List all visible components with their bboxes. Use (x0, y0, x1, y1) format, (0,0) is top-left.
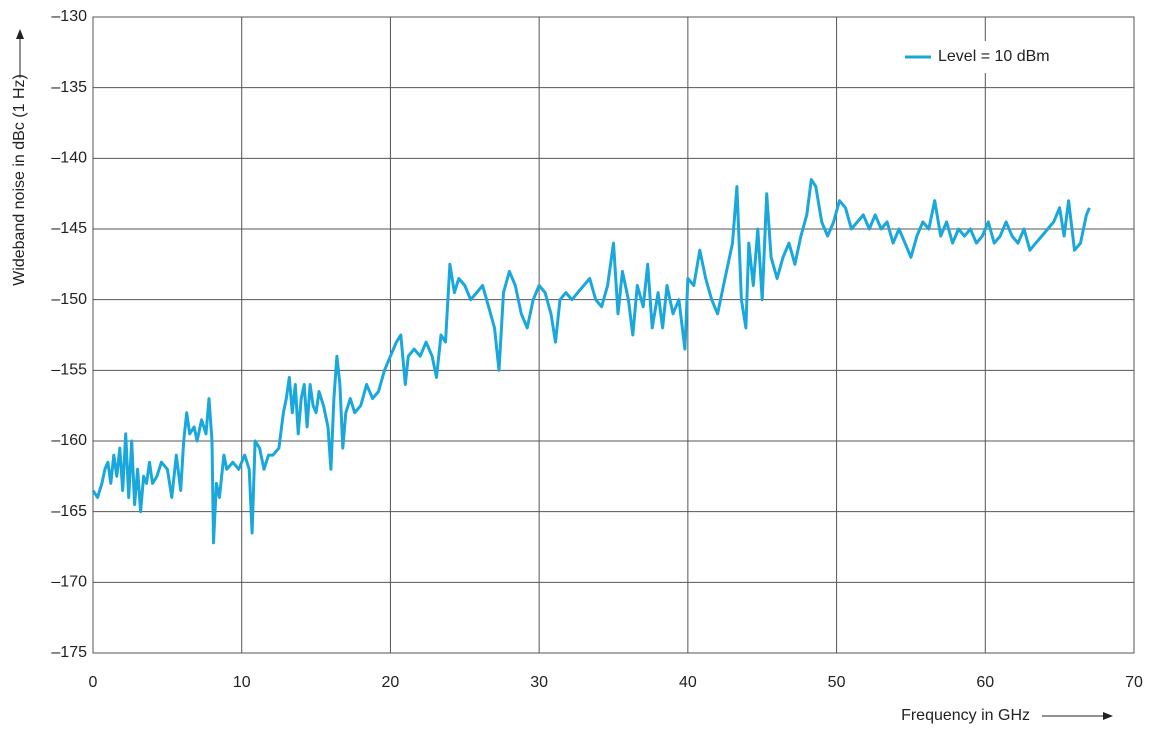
y-tick-label: –135 (51, 79, 87, 96)
plot-frame (92, 16, 1135, 654)
x-tick-label: 40 (679, 674, 697, 691)
x-tick-label: 10 (233, 674, 251, 691)
x-tick-label: 60 (976, 674, 994, 691)
x-tick-label: 50 (828, 674, 846, 691)
y-tick-label: –130 (51, 8, 87, 25)
y-tick-label: –155 (51, 362, 87, 379)
y-tick-label: –145 (51, 220, 87, 237)
y-tick-label: –165 (51, 503, 87, 520)
data-line (91, 178, 1091, 545)
legend-label: Level = 10 dBm (938, 48, 1050, 65)
y-tick-label: –175 (51, 644, 87, 661)
x-tick-label: 0 (89, 674, 98, 691)
y-tick-label: –170 (51, 574, 87, 591)
y-axis-label: Wideband noise in dBc (1 Hz) (11, 74, 28, 286)
x-tick-label: 30 (530, 674, 548, 691)
x-tick-label: 70 (1125, 674, 1143, 691)
x-tick-label: 20 (382, 674, 400, 691)
y-tick-label: –160 (51, 432, 87, 449)
x-axis-label: Frequency in GHz (901, 707, 1030, 724)
y-tick-label: –140 (51, 150, 87, 167)
y-tick-label: –150 (51, 291, 87, 308)
